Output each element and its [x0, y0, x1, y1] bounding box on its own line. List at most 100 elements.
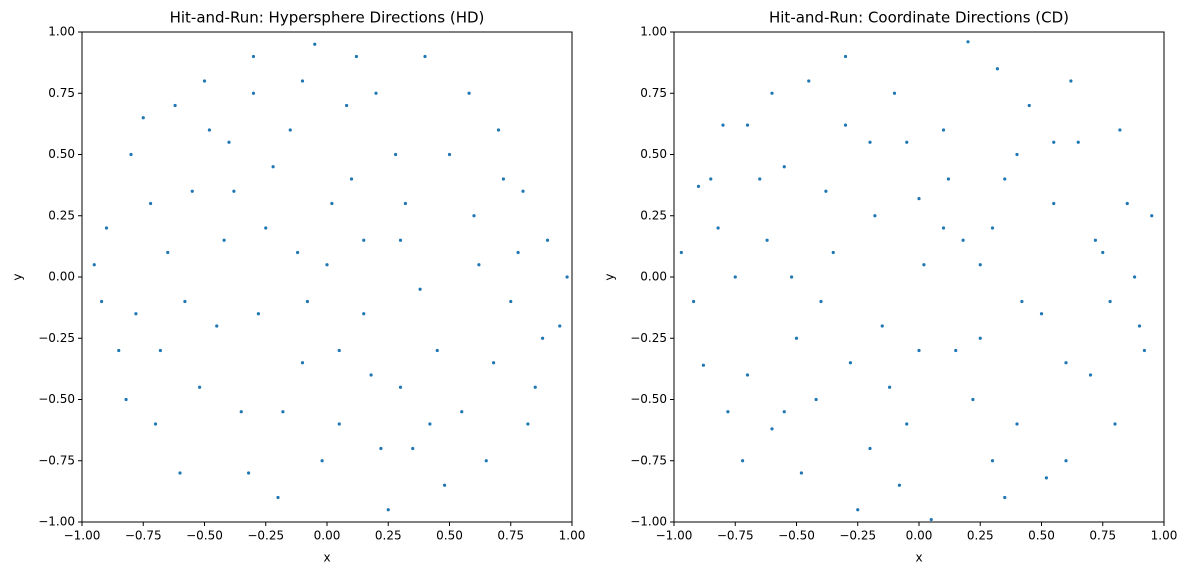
x-tick-label: 1.00	[1151, 529, 1178, 543]
point	[558, 324, 562, 328]
point	[1052, 140, 1056, 144]
point	[153, 422, 158, 426]
point	[971, 397, 975, 402]
chart-title: Hit-and-Run: Hypersphere Directions (HD)	[170, 9, 485, 27]
x-tick-label: −1.00	[656, 529, 693, 543]
x-tick-label: −1.00	[64, 529, 101, 543]
point	[995, 67, 1000, 71]
chart-title: Hit-and-Run: Coordinate Directions (CD)	[769, 9, 1069, 27]
point	[701, 363, 706, 367]
point	[300, 79, 305, 83]
point	[362, 312, 366, 316]
point	[1076, 140, 1080, 144]
point	[905, 422, 909, 426]
point	[873, 214, 877, 218]
point	[247, 471, 251, 475]
point	[1101, 250, 1105, 255]
point	[888, 385, 892, 389]
point	[349, 177, 354, 181]
point	[166, 250, 170, 255]
y-tick-label: −0.50	[38, 392, 75, 406]
point	[325, 263, 329, 267]
point	[183, 299, 187, 304]
x-tick-label: 0.50	[436, 529, 463, 543]
point	[709, 177, 713, 181]
point	[966, 40, 970, 44]
point	[134, 312, 138, 316]
y-tick-label: −0.75	[38, 453, 75, 467]
point	[946, 177, 951, 181]
point	[288, 128, 292, 132]
point	[1142, 348, 1146, 353]
point	[403, 201, 407, 206]
x-tick-label: −0.25	[839, 529, 876, 543]
y-tick-label: 0.25	[640, 208, 667, 222]
y-tick-label: −1.00	[630, 515, 667, 529]
point	[1137, 324, 1142, 328]
point	[124, 397, 128, 402]
point	[733, 275, 737, 279]
point	[202, 79, 207, 83]
point	[467, 91, 471, 95]
point	[423, 54, 427, 59]
point	[477, 263, 481, 267]
point	[1003, 495, 1007, 500]
point	[1052, 201, 1056, 206]
point	[345, 103, 349, 108]
point	[905, 140, 909, 144]
x-tick-label: −0.25	[247, 529, 284, 543]
y-tick-label: −0.25	[38, 331, 75, 345]
point	[1133, 275, 1137, 279]
x-tick-label: 0.75	[1089, 529, 1116, 543]
point	[1015, 422, 1019, 426]
y-tick-label: 1.00	[48, 25, 75, 39]
point	[509, 299, 513, 304]
point	[990, 459, 995, 463]
point	[100, 299, 104, 304]
point	[386, 508, 390, 512]
point	[545, 238, 550, 242]
point	[227, 140, 231, 144]
y-tick-label: 0.75	[48, 86, 75, 100]
point	[354, 54, 358, 59]
point	[1108, 299, 1112, 304]
point	[198, 385, 202, 389]
x-tick-label: −0.75	[125, 529, 162, 543]
point	[149, 201, 153, 206]
x-tick-label: 0.25	[967, 529, 994, 543]
point	[716, 226, 720, 230]
point	[978, 263, 982, 267]
point	[104, 226, 109, 230]
point	[239, 410, 243, 414]
point	[443, 483, 447, 487]
point	[158, 348, 162, 353]
point	[745, 373, 750, 377]
point	[843, 54, 848, 59]
y-tick-label: −1.00	[38, 515, 75, 529]
point	[868, 140, 872, 144]
point	[305, 299, 309, 304]
point	[917, 197, 921, 201]
point	[398, 385, 403, 389]
point	[1150, 214, 1154, 218]
x-tick-label: −0.50	[778, 529, 815, 543]
point	[501, 177, 505, 181]
axes-frame	[673, 31, 1165, 523]
point	[1088, 373, 1093, 377]
point	[814, 397, 818, 402]
point	[460, 410, 464, 414]
y-tick-label: −0.75	[630, 453, 667, 467]
y-tick-label: 0.50	[48, 147, 75, 161]
point	[330, 201, 334, 206]
point	[856, 508, 860, 512]
point	[758, 177, 762, 181]
point	[251, 54, 256, 59]
point	[941, 226, 946, 230]
y-tick-label: −0.25	[630, 331, 667, 345]
point	[917, 348, 921, 353]
point	[843, 123, 848, 127]
point	[251, 91, 256, 95]
point	[1064, 361, 1068, 365]
point	[215, 324, 219, 328]
